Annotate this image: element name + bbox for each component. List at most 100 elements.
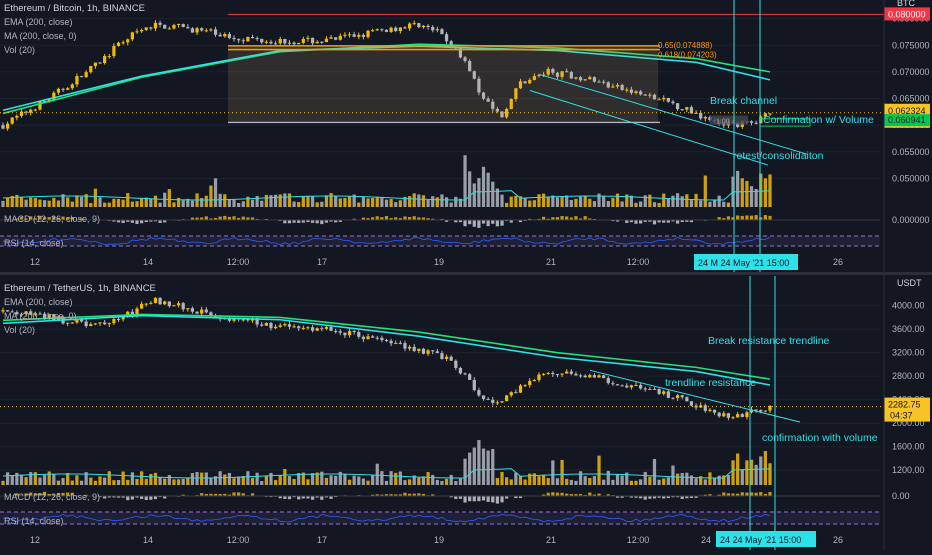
- top-volume-bar: [385, 200, 388, 207]
- top-legend-vol[interactable]: Vol (20): [4, 45, 35, 55]
- bottom-volume-bar: [718, 476, 721, 485]
- bottom-candle-body: [648, 389, 651, 390]
- top-legend-title[interactable]: Ethereum / Bitcoin, 1h, BINANCE: [4, 3, 145, 14]
- top-macd-bar: [574, 216, 577, 220]
- bottom-candle-body: [436, 351, 439, 353]
- top-fib-label-0618: 0.618(0.074203): [658, 51, 717, 60]
- bottom-volume-bar: [140, 471, 143, 485]
- top-legend-rsi[interactable]: RSI (14, close): [4, 238, 64, 248]
- bottom-volume-bar: [662, 478, 665, 485]
- bottom-volume-bar: [223, 474, 226, 485]
- bottom-volume-bar: [667, 477, 670, 485]
- top-volume-bar: [450, 203, 453, 207]
- bottom-candle-body: [454, 361, 457, 368]
- bottom-volume-bar: [759, 456, 762, 485]
- bottom-volume-bar: [108, 471, 111, 485]
- top-volume-bar: [718, 196, 721, 207]
- bottom-volume-bar: [621, 475, 624, 485]
- top-candle-body: [667, 98, 670, 102]
- bottom-x-tick-label: 12: [30, 535, 40, 545]
- top-volume-bar: [537, 194, 540, 207]
- bottom-volume-bar: [325, 478, 328, 485]
- bottom-candle-body: [256, 320, 259, 325]
- bottom-candle-body: [667, 391, 670, 397]
- top-volume-bar: [708, 202, 711, 207]
- top-candle-body: [57, 89, 60, 93]
- top-candle-body: [440, 29, 443, 34]
- bottom-volume-bar: [510, 479, 513, 485]
- top-candle-body: [681, 109, 684, 110]
- top-macd-bar: [320, 220, 323, 224]
- top-volume-bar: [29, 197, 32, 207]
- bottom-volume-bar: [745, 460, 748, 485]
- top-volume-bar: [371, 198, 374, 207]
- bottom-volume-bar: [71, 481, 74, 485]
- top-volume-bar: [209, 186, 212, 207]
- bottom-candle-body: [311, 327, 314, 330]
- top-candle-body: [297, 43, 300, 44]
- top-volume-ma-line: [3, 191, 770, 200]
- top-legend-ema[interactable]: EMA (200, close): [4, 17, 73, 27]
- bottom-volume-bar: [440, 481, 443, 485]
- top-macd-bar: [477, 220, 480, 228]
- top-volume-bar: [269, 195, 272, 207]
- top-candle-body: [246, 37, 249, 41]
- top-volume-bar: [232, 200, 235, 207]
- top-volume-bar: [648, 195, 651, 207]
- top-candle-body: [334, 37, 337, 39]
- top-macd-bar: [634, 220, 637, 224]
- top-volume-bar: [57, 200, 60, 207]
- bottom-volume-bar: [237, 477, 240, 485]
- bottom-macd-bar: [473, 496, 476, 501]
- top-volume-bar: [417, 194, 420, 207]
- bottom-candle-body: [112, 319, 115, 323]
- bottom-x-tick-label: 12:00: [227, 535, 250, 545]
- bottom-candle-body: [450, 357, 453, 361]
- bottom-candle-body: [745, 412, 748, 417]
- top-volume-bar: [560, 196, 563, 207]
- bottom-candle-body: [279, 325, 282, 326]
- top-macd-bar: [219, 217, 222, 220]
- bottom-volume-bar: [163, 479, 166, 485]
- top-volume-bar: [514, 196, 517, 207]
- top-volume-bar: [89, 203, 92, 207]
- bottom-volume-bar: [727, 475, 730, 485]
- top-volume-bar: [172, 202, 175, 207]
- bottom-legend-ema[interactable]: EMA (200, close): [4, 297, 73, 307]
- top-candle-body: [209, 29, 212, 30]
- top-volume-bar: [681, 196, 684, 207]
- top-legend-macd[interactable]: MACD (12, 26, close, 9): [4, 214, 100, 224]
- top-y-tick-label: 0.065000: [892, 94, 930, 104]
- bottom-volume-bar: [43, 475, 46, 485]
- top-candle-body: [61, 89, 64, 90]
- top-volume-bar: [126, 193, 129, 207]
- top-macd-bar: [491, 220, 494, 224]
- top-legend-ma[interactable]: MA (200, close, 0): [4, 31, 77, 41]
- top-candle-body: [98, 63, 101, 64]
- bottom-macd-bar: [745, 493, 748, 496]
- bottom-volume-bar: [122, 472, 125, 485]
- top-candle-body: [413, 23, 416, 24]
- top-candle-body: [353, 34, 356, 36]
- bottom-candle-body: [445, 357, 448, 359]
- bottom-macd-bar: [311, 496, 314, 500]
- bottom-volume-bar: [29, 472, 32, 485]
- top-macd-bar: [755, 215, 758, 220]
- top-volume-bar: [662, 194, 665, 207]
- bottom-candle-body: [200, 310, 203, 314]
- top-volume-bar: [140, 198, 143, 207]
- bottom-candle-body: [727, 413, 730, 417]
- top-volume-bar: [376, 197, 379, 207]
- bottom-volume-bar: [232, 478, 235, 485]
- bottom-volume-bar: [408, 479, 411, 485]
- bottom-legend-rsi[interactable]: RSI (14, close): [4, 516, 64, 526]
- bottom-volume-bar: [329, 475, 332, 485]
- bottom-legend-ma[interactable]: MA (200, close, 0): [4, 311, 77, 321]
- top-volume-bar: [135, 201, 138, 207]
- bottom-legend-title[interactable]: Ethereum / TetherUS, 1h, BINANCE: [4, 283, 156, 294]
- bottom-legend-macd[interactable]: MACD (12, 26, close, 9): [4, 492, 100, 502]
- bottom-legend-vol[interactable]: Vol (20): [4, 325, 35, 335]
- bottom-volume-bar: [348, 480, 351, 485]
- bottom-x-tick-label: 14: [143, 535, 153, 545]
